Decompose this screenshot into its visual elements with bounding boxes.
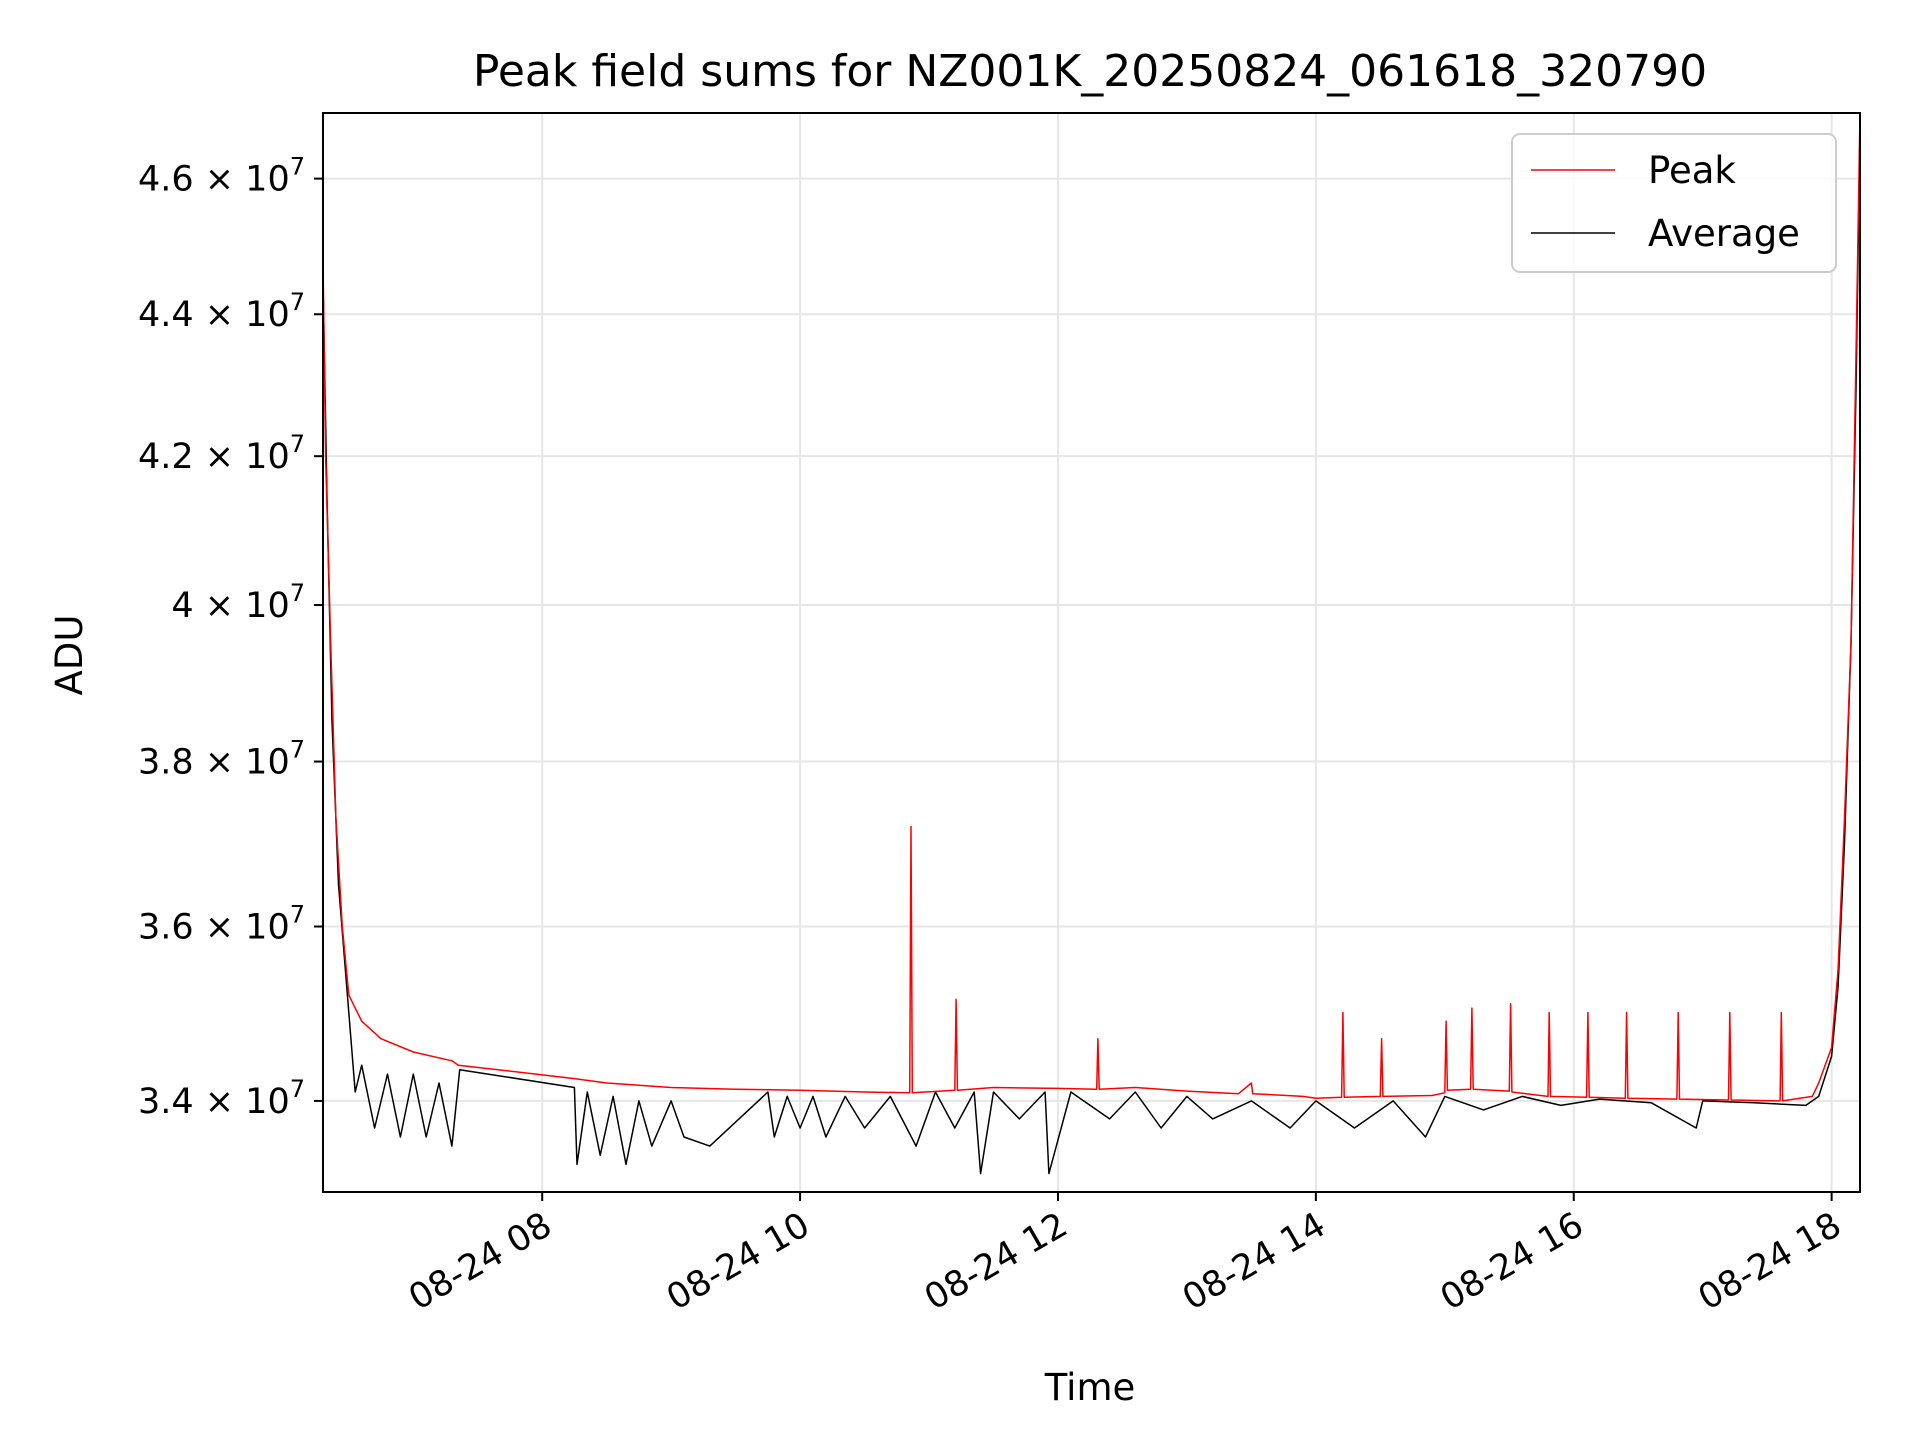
y-axis-ticks: 3.4 × 107 3.6 × 107 3.8 × 107 4 × 107 4.2 × … [138,153,323,1122]
legend: Peak Average [1511,133,1837,273]
legend-box [1511,133,1837,273]
legend-label-average: Average [1648,212,1800,255]
grid-lines [323,113,1860,1192]
plot-frame [322,112,1861,1193]
plot-lines [322,112,1861,1175]
y-tick-label: 4 × 107 [171,579,305,626]
series-line-peak [322,112,1861,1102]
chart-title: Peak field sums for NZ001K_20250824_0616… [473,46,1707,97]
x-axis-label: Time [1044,1366,1136,1409]
y-axis-label: ADU [48,615,91,696]
y-tick-label: 3.4 × 107 [138,1075,305,1122]
y-tick-label: 3.6 × 107 [138,901,305,948]
y-tick-label: 3.8 × 107 [138,736,305,783]
y-tick-label: 4.2 × 107 [138,430,305,477]
legend-label-peak: Peak [1648,149,1736,192]
y-tick-label: 4.6 × 107 [138,153,305,200]
y-tick-label: 4.4 × 107 [138,288,305,335]
